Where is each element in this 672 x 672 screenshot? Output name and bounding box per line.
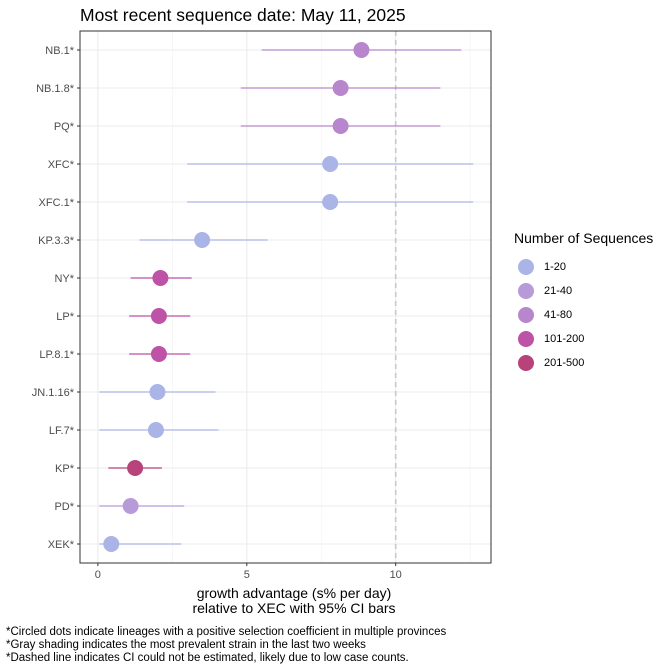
- data-point: [147, 422, 164, 438]
- data-point: [122, 498, 139, 514]
- y-tick-label: PQ*: [54, 121, 75, 133]
- y-tick-label: LP.8.1*: [39, 349, 74, 361]
- footnote: *Circled dots indicate lineages with a p…: [6, 626, 447, 638]
- legend-swatch: [518, 307, 534, 323]
- footnote: *Gray shading indicates the most prevale…: [6, 639, 366, 651]
- x-tick-label: 5: [244, 569, 250, 581]
- data-point: [152, 270, 169, 286]
- y-tick-label: NY*: [54, 273, 74, 285]
- data-point: [150, 308, 167, 324]
- y-tick-label: XFC*: [48, 159, 75, 171]
- x-tick-label: 0: [95, 569, 101, 581]
- y-tick-label: NB.1.8*: [36, 83, 75, 95]
- legend-items: 1-20 21-40 41-80 101-200 201-500: [514, 255, 653, 375]
- legend-label: 1-20: [544, 261, 567, 273]
- chart-title: Most recent sequence date: May 11, 2025: [80, 5, 406, 25]
- data-point: [322, 194, 339, 210]
- data-point: [149, 384, 166, 400]
- legend-swatch: [518, 259, 534, 275]
- legend-label: 101-200: [544, 333, 585, 345]
- panel-border: [79, 30, 492, 564]
- legend: Number of Sequences 1-20 21-40 41-80 101-20…: [514, 230, 653, 375]
- data-point: [322, 156, 339, 172]
- legend-item: 21-40: [514, 279, 653, 303]
- data-point: [103, 536, 120, 552]
- legend-title: Number of Sequences: [514, 230, 654, 246]
- data-point: [332, 80, 349, 96]
- legend-item: 1-20: [514, 255, 653, 279]
- legend-label: 41-80: [544, 309, 573, 321]
- legend-item: 201-500: [514, 351, 653, 375]
- legend-label: 21-40: [544, 285, 573, 297]
- y-tick-label: XFC.1*: [39, 197, 75, 209]
- footnote: *Dashed line indicates CI could not be e…: [6, 652, 409, 664]
- y-tick-label: LP*: [56, 311, 74, 323]
- data-point: [194, 232, 211, 248]
- y-tick-label: NB.1*: [45, 45, 74, 57]
- legend-item: 101-200: [514, 327, 653, 351]
- legend-item: 41-80: [514, 303, 653, 327]
- x-axis-label-line2: relative to XEC with 95% CI bars: [192, 600, 396, 616]
- x-axis-label-line1: growth advantage (s% per day): [196, 585, 392, 601]
- data-point: [150, 346, 167, 362]
- data-point: [127, 460, 144, 476]
- y-tick-label: PD*: [54, 501, 74, 513]
- data-point: [332, 118, 349, 134]
- legend-swatch: [518, 355, 534, 371]
- legend-swatch: [518, 331, 534, 347]
- y-tick-label: XEK*: [48, 539, 75, 551]
- footnotes: *Circled dots indicate lineages with a p…: [6, 626, 446, 665]
- data-point: [353, 42, 370, 58]
- x-tick-label: 10: [390, 569, 402, 581]
- y-tick-label: JN.1.16*: [32, 387, 75, 399]
- y-tick-label: LF.7*: [49, 425, 75, 437]
- y-tick-label: KP.3.3*: [38, 235, 75, 247]
- legend-swatch: [518, 283, 534, 299]
- legend-label: 201-500: [544, 357, 585, 369]
- y-tick-label: KP*: [55, 463, 75, 475]
